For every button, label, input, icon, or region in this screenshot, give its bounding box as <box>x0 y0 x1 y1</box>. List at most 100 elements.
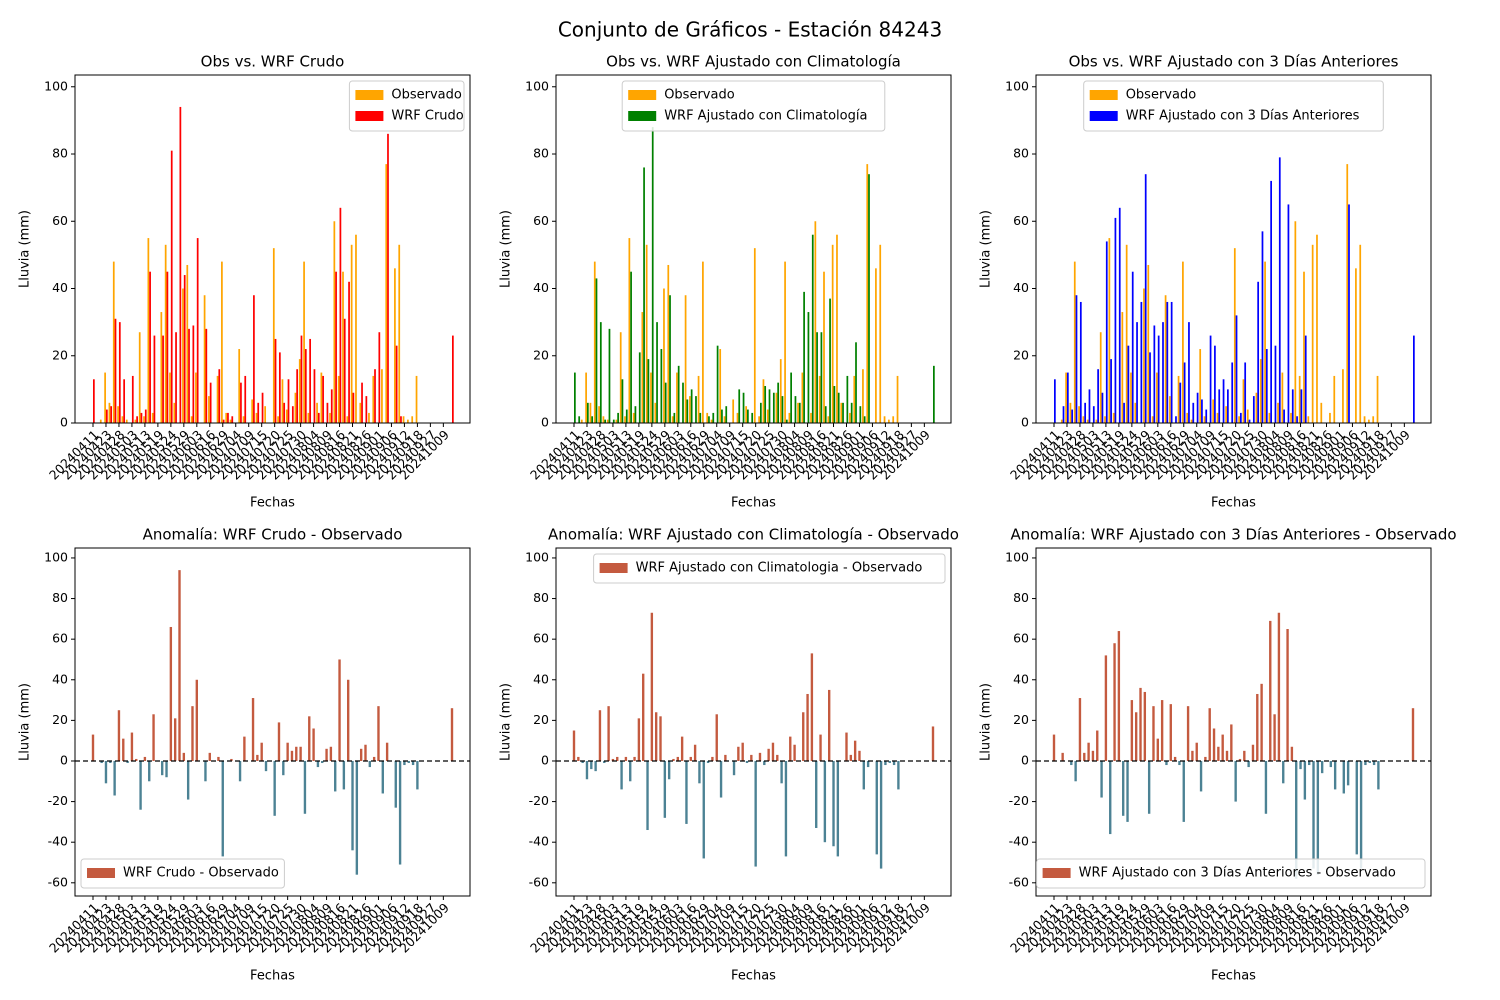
bar <box>621 379 624 423</box>
bar <box>1092 406 1095 423</box>
y-tick-label: 60 <box>533 631 549 646</box>
bar <box>775 392 778 423</box>
bar <box>1183 362 1186 423</box>
bar <box>1342 760 1345 794</box>
bar <box>758 752 762 761</box>
bar <box>1165 760 1168 766</box>
bar <box>400 416 402 423</box>
bar <box>1270 180 1272 423</box>
bar <box>304 349 307 423</box>
bar <box>1257 281 1260 423</box>
bar <box>1126 760 1129 822</box>
bar <box>598 710 602 761</box>
bar <box>840 402 843 423</box>
bar <box>585 372 587 423</box>
bar <box>300 335 303 423</box>
bar <box>221 760 224 857</box>
bar <box>351 760 354 851</box>
bar <box>1162 322 1164 423</box>
bar <box>398 244 401 423</box>
bar <box>818 375 821 423</box>
bar <box>1244 362 1247 423</box>
bar <box>152 714 155 761</box>
bar <box>629 760 632 782</box>
bar <box>784 261 786 423</box>
bar <box>1113 643 1116 761</box>
bar <box>1182 261 1184 423</box>
bar <box>811 234 814 423</box>
bar <box>1169 704 1172 761</box>
bar <box>186 264 189 423</box>
bar <box>724 754 727 761</box>
bar <box>619 332 622 423</box>
bar <box>188 328 190 423</box>
bar <box>1151 416 1154 423</box>
bar <box>1130 372 1132 423</box>
bar <box>810 653 814 761</box>
y-axis-label: Lluvia (mm) <box>979 210 994 288</box>
bar <box>131 375 134 423</box>
bar <box>897 760 900 790</box>
y-tick-label: -20 <box>529 793 549 808</box>
bar <box>242 416 245 423</box>
bar <box>798 402 801 423</box>
bar <box>807 312 810 423</box>
bar <box>273 760 276 816</box>
y-tick-label: 20 <box>1013 712 1029 727</box>
bar <box>875 268 877 423</box>
bar <box>1062 406 1065 423</box>
bar <box>407 419 409 423</box>
bar <box>361 382 363 423</box>
bar <box>144 409 147 423</box>
bar <box>810 412 812 423</box>
bar <box>278 352 281 423</box>
bar <box>1346 164 1349 424</box>
bar <box>151 412 154 423</box>
bar <box>663 288 665 423</box>
bar <box>595 278 598 423</box>
bar <box>355 760 359 875</box>
bar <box>1191 750 1194 761</box>
bar <box>105 409 108 423</box>
y-tick-label: -20 <box>1009 793 1029 808</box>
bar <box>853 740 857 761</box>
bar <box>862 369 864 423</box>
y-tick-label: 100 <box>525 78 549 93</box>
bar <box>281 379 284 423</box>
bar <box>359 748 363 761</box>
bar <box>1346 760 1350 786</box>
bar <box>789 736 792 761</box>
bar <box>256 754 259 761</box>
bar <box>100 760 103 764</box>
bar <box>845 732 848 761</box>
bar <box>779 359 782 423</box>
y-tick-label: -40 <box>1009 834 1029 849</box>
bar <box>823 271 825 423</box>
bar <box>750 754 753 761</box>
bar <box>767 748 770 761</box>
bar <box>677 365 680 423</box>
bar <box>797 402 799 423</box>
bar <box>169 372 171 423</box>
bar <box>162 335 164 423</box>
bar <box>602 416 605 423</box>
bar <box>93 379 95 423</box>
y-tick-label: 0 <box>541 752 549 767</box>
bar <box>616 756 619 761</box>
bar <box>1074 760 1077 782</box>
bar <box>837 392 840 423</box>
bar <box>91 734 95 761</box>
bar <box>1221 734 1224 761</box>
bar <box>230 758 233 761</box>
x-axis-label: Fechas <box>250 969 295 984</box>
bar <box>708 416 710 423</box>
bar <box>227 412 229 423</box>
bar <box>820 332 823 423</box>
bar <box>313 369 316 423</box>
legend-swatch <box>1089 90 1118 100</box>
bar <box>1277 402 1279 423</box>
bar <box>291 406 294 423</box>
bar <box>1283 409 1285 423</box>
bar <box>321 760 324 764</box>
bar <box>659 716 662 761</box>
